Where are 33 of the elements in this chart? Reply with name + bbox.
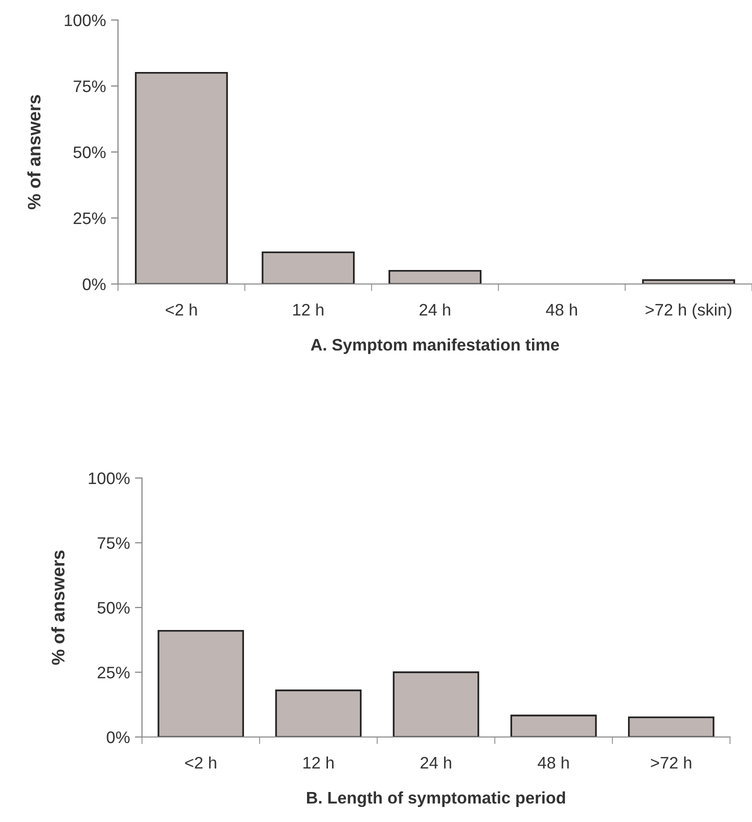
- y-tick-label: 75%: [98, 537, 130, 549]
- x-tick-label: >72 h (skin): [646, 303, 732, 319]
- y-tick-label: 25%: [98, 666, 130, 678]
- y-axis-title: % of answers: [51, 550, 65, 665]
- y-axis-title: % of answers: [27, 95, 41, 210]
- y-tick-label: 100%: [64, 14, 106, 26]
- bar: [275, 690, 362, 737]
- bar: [134, 72, 228, 284]
- bar: [262, 251, 355, 284]
- x-tick-label: <2 h: [166, 303, 197, 316]
- y-tick-label: 50%: [74, 146, 106, 158]
- x-tick-label: >72 h: [650, 756, 692, 769]
- x-tick-label: 48 h: [546, 303, 577, 316]
- x-axis-title: B. Length of symptomatic period: [307, 791, 566, 808]
- x-tick-label: 12 h: [303, 756, 334, 769]
- bar: [642, 279, 736, 284]
- y-tick-label: 50%: [98, 602, 130, 614]
- x-tick-label: 12 h: [293, 303, 324, 316]
- x-tick-label: <2 h: [185, 756, 216, 769]
- y-tick-label: 0%: [106, 731, 130, 744]
- x-axis-title: A. Symptom manifestation time: [310, 338, 559, 354]
- x-tick-label: 24 h: [420, 303, 450, 316]
- y-tick-label: 75%: [74, 80, 106, 92]
- bar: [388, 270, 482, 284]
- y-tick-label: 100%: [88, 472, 130, 484]
- bar: [392, 671, 480, 737]
- x-tick-label: 48 h: [538, 756, 569, 769]
- bar: [158, 630, 244, 737]
- x-tick-label: 24 h: [420, 756, 452, 769]
- bar: [628, 716, 714, 737]
- bar: [510, 714, 597, 737]
- y-tick-label: 0%: [82, 278, 106, 290]
- y-tick-label: 25%: [74, 212, 106, 224]
